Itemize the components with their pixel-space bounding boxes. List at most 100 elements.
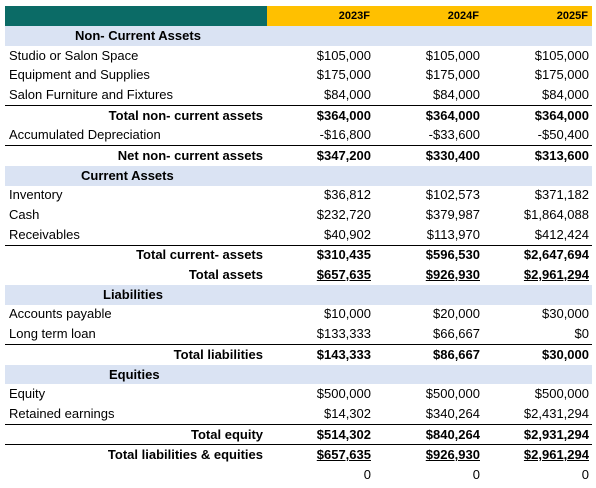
- value-2023: $175,000: [316, 67, 371, 83]
- value-2025: $175,000: [534, 67, 589, 83]
- total-label: Total assets: [188, 267, 263, 283]
- section-non-current-assets: Non- Current Assets: [5, 26, 592, 46]
- value-2023: $10,000: [324, 306, 371, 322]
- table-row: Studio or Salon Space $105,000 $105,000 …: [5, 46, 592, 66]
- table-row: Retained earnings $14,302 $340,264 $2,43…: [5, 404, 592, 424]
- check-2025: 0: [581, 466, 589, 482]
- year-header-2023: 2023F: [267, 6, 374, 26]
- value-2024: $102,573: [425, 187, 480, 203]
- row-label: Accounts payable: [9, 306, 112, 322]
- value-2023: $84,000: [324, 86, 371, 102]
- total-label: Total current- assets: [5, 244, 267, 266]
- check-2023: 0: [363, 466, 371, 482]
- value-2024: $20,000: [433, 306, 480, 322]
- section-label: Liabilities: [5, 284, 267, 305]
- total-row: Total current- assets $310,435 $596,530 …: [5, 244, 592, 266]
- total-label: Net non- current assets: [5, 145, 267, 166]
- row-label: Salon Furniture and Fixtures: [9, 86, 174, 102]
- value-2025: $371,182: [534, 187, 589, 203]
- value-2025: $313,600: [483, 145, 592, 166]
- value-2025: $30,000: [542, 306, 589, 322]
- section-liabilities: Liabilities: [5, 284, 592, 305]
- value-2025: $412,424: [534, 226, 589, 242]
- value-2025: $500,000: [534, 386, 589, 402]
- section-equities: Equities: [5, 364, 592, 385]
- total-row: Total liabilities $143,333 $86,667 $30,0…: [5, 343, 592, 365]
- section-label: Equities: [5, 364, 267, 385]
- value-2025: $2,931,294: [483, 423, 592, 446]
- row-label: Cash: [9, 207, 40, 223]
- total-label: Total equity: [5, 423, 267, 446]
- value-2023: $514,302: [267, 423, 374, 446]
- value-2024: $105,000: [425, 47, 480, 63]
- header-label-cell: [5, 6, 267, 26]
- header-row: 2023F 2024F 2025F: [5, 6, 592, 26]
- table-row: Accumulated Depreciation -$16,800 -$33,6…: [5, 125, 592, 145]
- value-2024: $66,667: [433, 326, 480, 342]
- total-row: Total non- current assets $364,000 $364,…: [5, 104, 592, 126]
- row-label: Equity: [9, 386, 46, 402]
- section-current-assets: Current Assets: [5, 165, 592, 186]
- value-2025: $105,000: [534, 47, 589, 63]
- table-row: Salon Furniture and Fixtures $84,000 $84…: [5, 85, 592, 105]
- row-label: Inventory: [9, 187, 63, 203]
- section-label: Current Assets: [5, 165, 267, 186]
- value-2023: $310,435: [267, 244, 374, 266]
- table-row: Equity $500,000 $500,000 $500,000: [5, 384, 592, 404]
- total-label: Total liabilities: [5, 343, 267, 365]
- value-2024: $175,000: [425, 67, 480, 83]
- table-row: Equipment and Supplies $175,000 $175,000…: [5, 65, 592, 85]
- value-2024: -$33,600: [428, 127, 480, 143]
- balance-sheet-table: 2023F 2024F 2025F Non- Current Assets St…: [5, 6, 592, 485]
- value-2024: $500,000: [425, 386, 480, 402]
- value-2023: $232,720: [316, 207, 371, 223]
- check-2024: 0: [472, 466, 480, 482]
- value-2024: $84,000: [433, 86, 480, 102]
- value-2025: -$50,400: [537, 127, 589, 143]
- table-row: Receivables $40,902 $113,970 $412,424: [5, 225, 592, 245]
- value-2023: $14,302: [324, 405, 371, 421]
- value-2025: $0: [574, 326, 589, 342]
- value-2023: $105,000: [316, 47, 371, 63]
- total-row: Total equity $514,302 $840,264 $2,931,29…: [5, 423, 592, 446]
- value-2025: $30,000: [483, 343, 592, 365]
- row-label: Retained earnings: [9, 405, 115, 421]
- value-2025: $84,000: [542, 86, 589, 102]
- value-2025: $2,961,294: [523, 267, 589, 283]
- value-2024: $596,530: [374, 244, 483, 266]
- value-2025: $1,864,088: [523, 207, 589, 223]
- value-2024: $340,264: [425, 405, 480, 421]
- balance-sheet: 2023F 2024F 2025F Non- Current Assets St…: [5, 6, 592, 485]
- total-row: Total liabilities & equities $657,635 $9…: [5, 445, 592, 465]
- row-label: Long term loan: [9, 326, 96, 342]
- value-2024: $364,000: [374, 104, 483, 126]
- value-2024: $86,667: [374, 343, 483, 365]
- value-2023: $40,902: [324, 226, 371, 242]
- value-2024: $926,930: [425, 447, 480, 463]
- year-header-2024: 2024F: [374, 6, 483, 26]
- total-row: Net non- current assets $347,200 $330,40…: [5, 145, 592, 166]
- value-2024: $926,930: [425, 267, 480, 283]
- value-2023: $36,812: [324, 187, 371, 203]
- row-label: [5, 465, 267, 485]
- year-header-2025: 2025F: [483, 6, 592, 26]
- check-row: 0 0 0: [5, 465, 592, 485]
- value-2025: $364,000: [483, 104, 592, 126]
- value-2025: $2,647,694: [483, 244, 592, 266]
- total-label: Total non- current assets: [5, 104, 267, 126]
- table-row: Cash $232,720 $379,987 $1,864,088: [5, 205, 592, 225]
- row-label: Studio or Salon Space: [9, 47, 139, 63]
- value-2023: -$16,800: [319, 127, 371, 143]
- row-label: Receivables: [9, 226, 80, 242]
- value-2023: $347,200: [267, 145, 374, 166]
- value-2024: $840,264: [374, 423, 483, 446]
- value-2023: $500,000: [316, 386, 371, 402]
- value-2023: $143,333: [267, 343, 374, 365]
- value-2024: $330,400: [374, 145, 483, 166]
- value-2025: $2,961,294: [523, 447, 589, 463]
- value-2023: $364,000: [267, 104, 374, 126]
- value-2023: $657,635: [316, 447, 371, 463]
- row-label: Equipment and Supplies: [9, 67, 150, 83]
- value-2023: $133,333: [316, 326, 371, 342]
- value-2025: $2,431,294: [523, 405, 589, 421]
